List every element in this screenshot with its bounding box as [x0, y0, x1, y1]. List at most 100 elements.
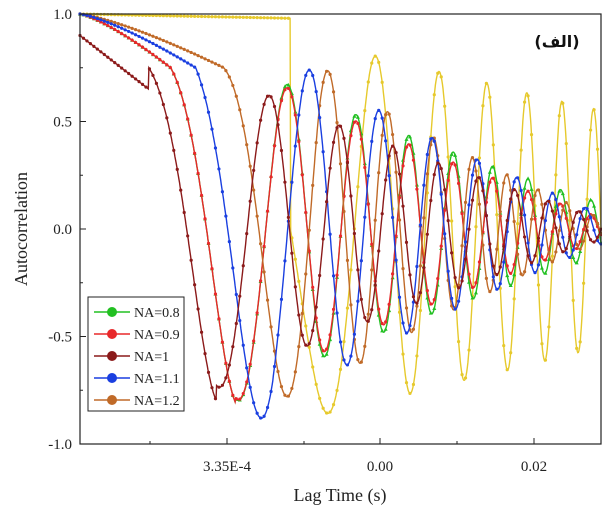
- series-marker: [245, 232, 249, 236]
- series-marker: [391, 144, 395, 148]
- series-marker: [272, 104, 277, 109]
- series-marker: [307, 68, 311, 72]
- series-marker: [269, 325, 273, 329]
- series-marker: [377, 60, 381, 65]
- series-marker: [120, 26, 124, 30]
- series-marker: [262, 414, 266, 418]
- series-marker: [252, 401, 256, 405]
- series-marker: [588, 197, 593, 202]
- series-marker: [179, 91, 183, 95]
- series-marker: [595, 235, 600, 239]
- series-marker: [356, 268, 360, 272]
- series-marker: [355, 114, 360, 119]
- series-marker: [123, 28, 127, 32]
- series-marker: [293, 370, 297, 374]
- series-marker: [193, 52, 197, 56]
- series-marker: [450, 251, 454, 255]
- series-marker: [571, 255, 576, 260]
- series-marker: [529, 187, 534, 191]
- series-marker: [199, 83, 204, 87]
- series-marker: [335, 311, 339, 315]
- series-marker: [241, 391, 245, 396]
- series-marker: [352, 120, 356, 124]
- series-marker: [106, 23, 110, 28]
- series-marker: [227, 379, 231, 383]
- series-marker: [550, 191, 554, 195]
- series-marker: [359, 259, 363, 263]
- series-marker: [238, 294, 242, 298]
- series-marker: [293, 257, 297, 261]
- series-marker: [370, 61, 374, 65]
- series-marker: [377, 249, 381, 253]
- series-marker: [196, 72, 200, 76]
- series-marker: [165, 14, 169, 18]
- series-marker: [349, 303, 353, 307]
- x-axis-title: Lag Time (s): [293, 485, 386, 506]
- series-marker: [387, 302, 391, 306]
- series-marker: [404, 240, 409, 244]
- series-marker: [456, 299, 461, 303]
- series-marker: [199, 55, 204, 59]
- series-marker: [529, 133, 534, 137]
- series-marker: [179, 46, 183, 50]
- series-marker: [342, 340, 346, 344]
- series-marker: [349, 194, 353, 198]
- series-marker: [453, 307, 457, 311]
- series-marker: [137, 80, 141, 84]
- series-marker: [366, 80, 370, 84]
- series-marker: [304, 343, 308, 347]
- series-marker: [463, 200, 468, 204]
- series-marker: [231, 393, 235, 397]
- series-marker: [224, 361, 228, 365]
- series-marker: [391, 215, 395, 220]
- series-marker: [255, 311, 259, 315]
- series-marker: [338, 234, 343, 238]
- series-marker: [582, 207, 586, 211]
- series-marker: [158, 58, 162, 62]
- series-marker: [564, 216, 568, 220]
- y-tick-label: -0.5: [48, 330, 72, 346]
- series-marker: [140, 82, 145, 86]
- series-marker: [495, 247, 499, 251]
- series-marker: [335, 120, 339, 125]
- series-marker: [453, 163, 457, 167]
- series-marker: [231, 83, 235, 88]
- series-marker: [554, 226, 558, 230]
- series-marker: [585, 207, 589, 211]
- series-marker: [179, 57, 183, 61]
- series-marker: [380, 328, 385, 333]
- series-marker: [425, 232, 429, 236]
- series-marker: [116, 63, 120, 67]
- series-marker: [547, 325, 551, 329]
- series-marker: [529, 261, 534, 265]
- series-marker: [113, 20, 117, 25]
- series-marker: [328, 232, 332, 236]
- series-marker: [196, 54, 200, 58]
- series-marker: [297, 140, 301, 144]
- series-marker: [193, 14, 197, 18]
- y-tick-label: 0.5: [53, 115, 72, 131]
- series-marker: [557, 114, 561, 118]
- series-marker: [522, 213, 527, 217]
- series-marker: [85, 39, 89, 43]
- plot-series-layer: [78, 11, 602, 420]
- series-marker: [321, 353, 326, 358]
- series-marker: [539, 265, 544, 270]
- series-marker: [568, 209, 572, 213]
- series-marker: [575, 233, 579, 237]
- series-marker: [137, 34, 141, 39]
- series-marker: [304, 210, 308, 215]
- series-marker: [363, 165, 367, 170]
- series-marker: [262, 102, 266, 106]
- series-marker: [568, 235, 572, 239]
- series-marker: [248, 199, 252, 203]
- series-marker: [425, 152, 429, 157]
- series-marker: [307, 249, 311, 253]
- series-marker: [422, 266, 426, 270]
- series-marker: [432, 298, 436, 302]
- series-marker: [300, 173, 304, 177]
- series-marker: [432, 139, 436, 143]
- series-marker: [568, 218, 572, 222]
- series-marker: [116, 25, 120, 29]
- series-marker: [394, 258, 398, 262]
